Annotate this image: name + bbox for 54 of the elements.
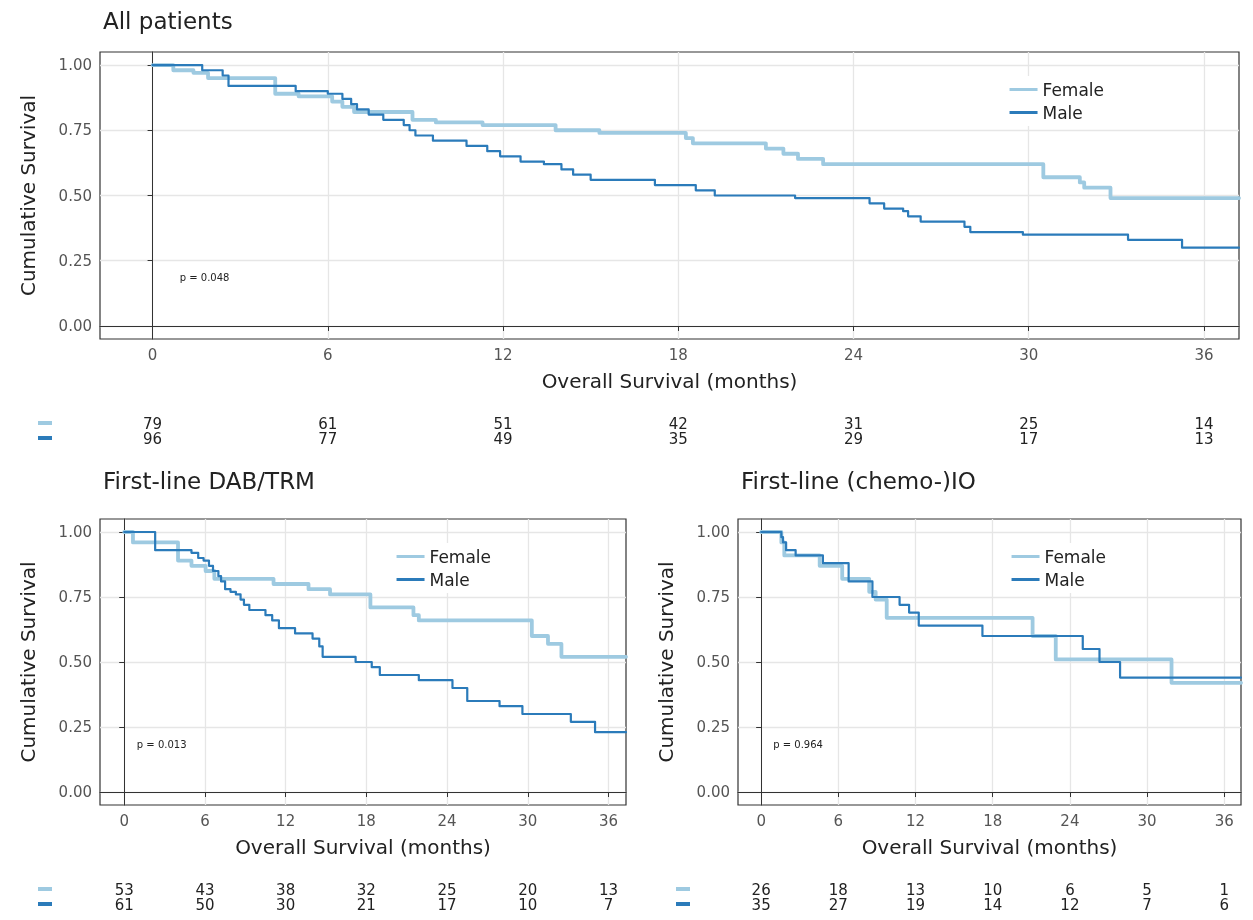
x-tick-label: 6 [200,811,210,830]
annotation: p = 0.013 [136,738,187,750]
x-tick-label: 0 [147,345,158,364]
y-tick-label: 1.00 [58,523,92,541]
legend-label: Male [1044,569,1085,590]
chart-title: First-line DAB/TRM [103,467,315,494]
y-tick-label: 0.00 [58,783,92,801]
y-tick-label: 0.00 [696,783,730,801]
x-tick-label: 36 [1214,811,1234,830]
legend-label: Male [429,569,470,590]
y-tick-label: 0.50 [696,653,730,671]
y-tick-label: 0.75 [696,588,730,606]
x-tick-label: 24 [437,811,457,830]
y-tick-label: 0.25 [58,718,92,736]
x-tick-label: 36 [598,811,619,830]
y-tick-label: 0.75 [58,121,92,140]
chart-title: All patients [103,7,233,34]
x-axis-title: Overall Survival (months) [861,835,1118,859]
y-axis-title: Cumulative Survival [16,94,40,297]
y-tick-label: 0.25 [696,718,730,736]
x-tick-label: 18 [668,345,688,364]
x-tick-label: 6 [323,345,333,364]
x-tick-label: 0 [119,811,129,830]
y-axis-title: Cumulative Survival [654,561,678,763]
chart-title: First-line (chemo-)IO [741,467,976,494]
legend-label: Male [1042,102,1083,123]
x-tick-label: 12 [905,811,926,830]
x-tick-label: 30 [1019,345,1039,364]
x-tick-label: 6 [833,811,844,830]
legend-label: Female [1044,546,1106,567]
x-axis-title: Overall Survival (months) [235,835,491,859]
legend-label: Female [1042,79,1104,100]
x-tick-label: 30 [1137,811,1157,830]
y-tick-label: 1.00 [58,56,92,75]
x-tick-label: 30 [518,811,538,830]
y-tick-label: 0.50 [58,186,92,205]
x-tick-label: 24 [1060,811,1080,830]
y-tick-label: 0.25 [58,251,92,270]
annotation: p = 0.964 [773,738,823,750]
legend-label: Female [429,546,491,567]
annotation: p = 0.048 [179,272,230,284]
y-tick-label: 0.00 [58,316,92,335]
y-tick-label: 0.50 [58,653,92,671]
x-axis-title: Overall Survival (months) [541,369,798,393]
x-tick-label: 24 [843,345,864,364]
x-tick-label: 18 [983,811,1003,830]
x-tick-label: 18 [356,811,376,830]
x-tick-label: 0 [756,811,766,830]
y-axis-title: Cumulative Survival [16,561,40,763]
y-tick-label: 0.75 [58,588,92,606]
x-tick-label: 36 [1194,345,1214,364]
y-tick-label: 1.00 [696,523,730,541]
x-tick-label: 12 [276,811,296,830]
x-tick-label: 12 [493,345,513,364]
